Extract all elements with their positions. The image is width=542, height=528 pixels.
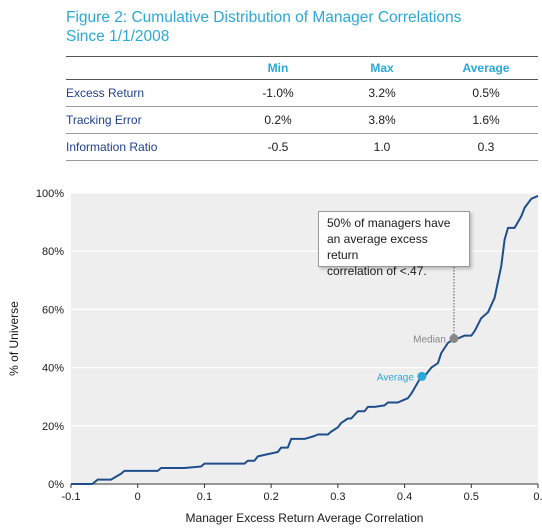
x-tick-label: 0.2 — [263, 491, 278, 503]
x-axis-label: Manager Excess Return Average Correlatio… — [186, 511, 424, 525]
header-max: Max — [330, 56, 434, 80]
table-row: Excess Return -1.0% 3.2% 0.5% — [66, 79, 538, 107]
callout-line3: correlation of <.47. — [327, 264, 427, 278]
y-tick-label: 40% — [42, 363, 64, 375]
cell-average: 0.3 — [434, 133, 538, 161]
cell-min: 0.2% — [226, 106, 330, 134]
cdf-series-line — [71, 194, 539, 485]
series-layer — [71, 194, 539, 485]
y-tick-label: 100% — [36, 188, 64, 200]
x-tick-label: 0.4 — [397, 491, 412, 503]
header-average: Average — [434, 56, 538, 80]
figure-title: Figure 2: Cumulative Distribution of Man… — [66, 8, 526, 46]
y-tick-label: 80% — [42, 246, 64, 258]
y-axis-label: % of Universe — [7, 301, 21, 376]
y-tick-label: 60% — [42, 304, 64, 316]
median-label: Median — [413, 335, 446, 346]
cell-max: 3.2% — [330, 79, 434, 107]
row-label: Information Ratio — [66, 133, 226, 161]
annotations: Median Average — [377, 267, 459, 383]
stats-table: Min Max Average Excess Return -1.0% 3.2%… — [66, 56, 538, 161]
header-min: Min — [226, 56, 330, 80]
header-blank — [66, 56, 226, 80]
x-tick-label: 0.1 — [197, 491, 212, 503]
x-tick-label: 0.3 — [330, 491, 345, 503]
cell-max: 3.8% — [330, 106, 434, 134]
cell-max: 1.0 — [330, 133, 434, 161]
y-tick-label: 20% — [42, 421, 64, 433]
row-label: Excess Return — [66, 79, 226, 107]
callout-line1: 50% of managers have — [327, 216, 451, 230]
figure-title-line1: Figure 2: Cumulative Distribution of Man… — [66, 9, 462, 26]
x-tick-label: 0 — [135, 491, 141, 503]
cell-average: 0.5% — [434, 79, 538, 107]
table-row: Tracking Error 0.2% 3.8% 1.6% — [66, 106, 538, 134]
cell-min: -1.0% — [226, 79, 330, 107]
cell-average: 1.6% — [434, 106, 538, 134]
row-label: Tracking Error — [66, 106, 226, 134]
figure-title-line2: Since 1/1/2008 — [66, 28, 170, 45]
table-row: Information Ratio -0.5 1.0 0.3 — [66, 133, 538, 161]
x-tick-label: -0.1 — [62, 491, 81, 503]
median-callout: 50% of managers have an average excess r… — [318, 211, 470, 278]
cell-min: -0.5 — [226, 133, 330, 161]
stats-table-header-row: Min Max Average — [66, 56, 538, 80]
average-label: Average — [377, 372, 415, 383]
x-tick-label: 0.5 — [464, 491, 479, 503]
axes: -0.1 0 0.1 0.2 0.3 0.4 0.5 0. 0% 20% 40% 60% 80% 100% — [36, 188, 542, 503]
y-tick-label: 0% — [48, 479, 64, 491]
x-tick-label: 0. — [533, 491, 542, 503]
average-marker — [417, 371, 427, 381]
callout-line2: an average excess return — [327, 232, 428, 262]
median-marker — [449, 334, 459, 343]
